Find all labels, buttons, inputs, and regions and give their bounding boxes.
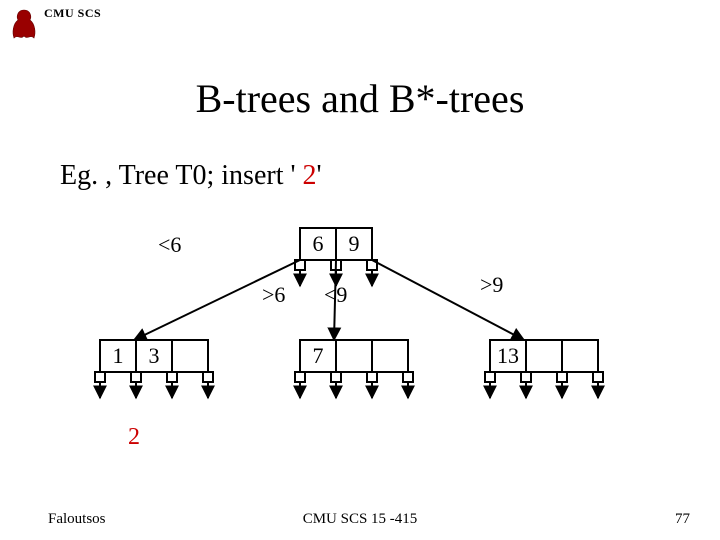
edge-label: >9	[480, 272, 503, 298]
insert-value: 2	[128, 424, 140, 451]
svg-text:6: 6	[313, 231, 324, 256]
svg-text:3: 3	[149, 343, 160, 368]
edge-label: <9	[324, 282, 347, 308]
subtitle-prefix: Eg. , Tree T0; insert '	[60, 160, 303, 191]
school-label: CMU SCS	[44, 6, 101, 21]
svg-text:9: 9	[349, 231, 360, 256]
svg-text:13: 13	[497, 343, 519, 368]
footer-course: CMU SCS 15 -415	[0, 511, 720, 528]
svg-text:7: 7	[313, 343, 324, 368]
slide-title: B-trees and B*-trees	[0, 75, 720, 122]
subtitle-suffix: '	[317, 160, 322, 191]
slide-header: CMU SCS	[10, 6, 101, 42]
svg-text:1: 1	[113, 343, 124, 368]
footer-page: 77	[675, 511, 690, 528]
btree-svg: 69 13 7 13	[0, 210, 720, 470]
slide-subtitle: Eg. , Tree T0; insert ' 2'	[60, 160, 322, 192]
btree-diagram: 69 13 7 13 <6 >6 <9 >9 2	[0, 210, 720, 470]
scotty-logo-icon	[10, 6, 38, 42]
edge-label: <6	[158, 232, 181, 258]
edge-label: >6	[262, 282, 285, 308]
subtitle-value: 2	[303, 160, 317, 191]
